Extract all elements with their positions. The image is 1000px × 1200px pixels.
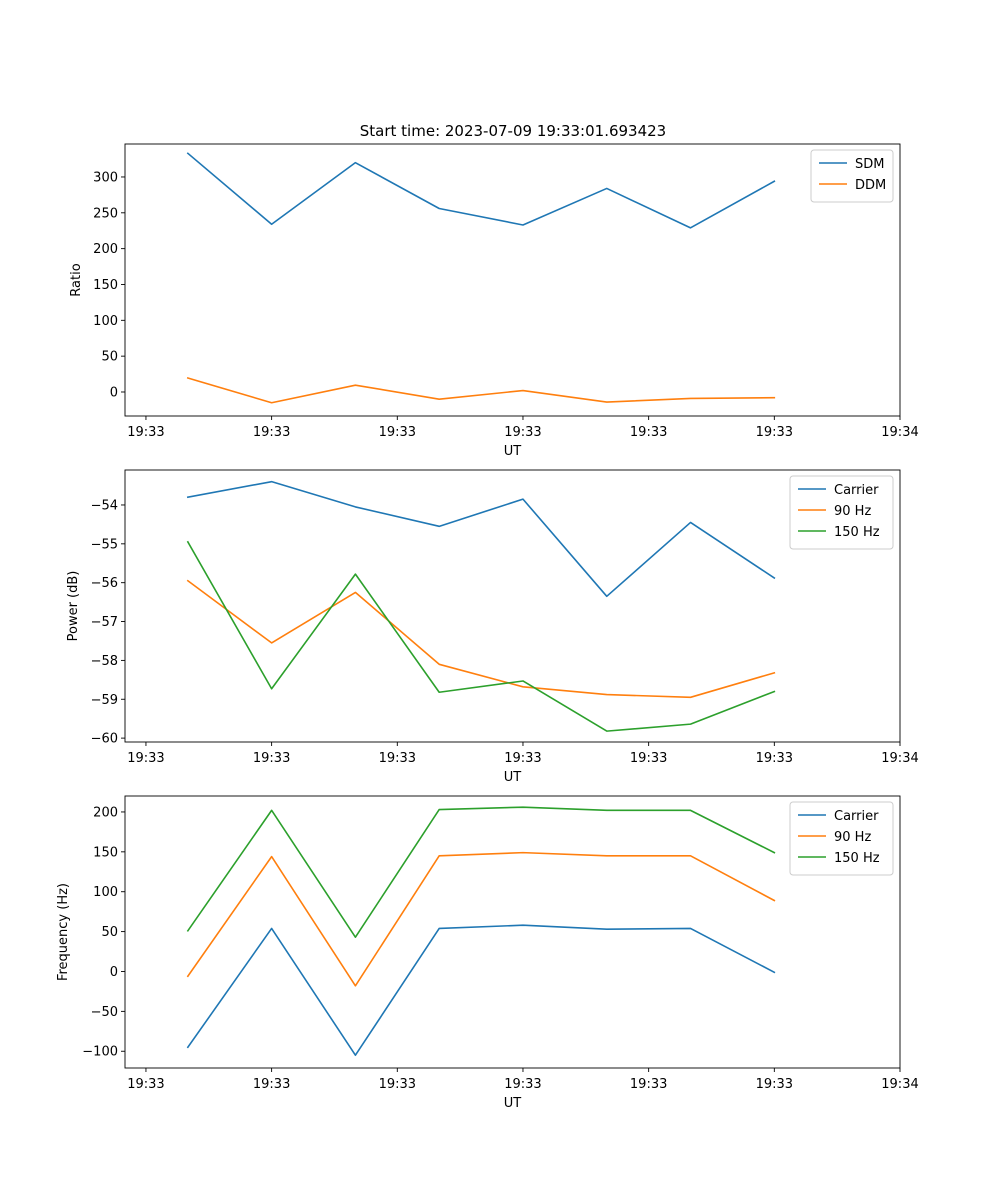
x-tick-label: 19:33 xyxy=(504,1077,541,1092)
y-tick-label: 100 xyxy=(93,314,118,329)
legend-label: DDM xyxy=(855,178,886,193)
x-tick-label: 19:33 xyxy=(756,751,793,766)
x-tick-label: 19:33 xyxy=(756,1077,793,1092)
y-tick-label: −60 xyxy=(91,732,118,747)
series-line-carrier xyxy=(186,924,776,1057)
y-axis-label: Ratio xyxy=(69,263,84,296)
y-tick-label: −56 xyxy=(91,576,118,591)
y-tick-label: 100 xyxy=(93,885,118,900)
x-axis-label: UT xyxy=(504,1096,522,1111)
legend: Carrier 90 Hz 150 Hz xyxy=(789,475,894,550)
axes-frame xyxy=(124,469,901,743)
figure-title: Start time: 2023-07-09 19:33:01.693423 xyxy=(360,122,666,140)
axes-frame xyxy=(124,795,901,1069)
y-tick-label: 50 xyxy=(101,925,118,940)
x-tick-label: 19:33 xyxy=(630,751,667,766)
y-tick-label: 150 xyxy=(93,845,118,860)
x-tick-label: 19:33 xyxy=(127,751,164,766)
axes-frame xyxy=(124,143,901,417)
series-line-90-hz xyxy=(186,579,776,699)
y-tick-label: 150 xyxy=(93,278,118,293)
x-axis-label: UT xyxy=(504,444,522,459)
x-tick-label: 19:33 xyxy=(379,425,416,440)
y-tick-label: −100 xyxy=(82,1045,118,1060)
chart-panel-3: −100 −50 0 50 100 150 200 19:33 19:33 19:33 19:33 1… xyxy=(56,795,919,1111)
legend-label: Carrier xyxy=(834,483,879,498)
x-tick-label: 19:34 xyxy=(881,751,918,766)
x-tick-label: 19:33 xyxy=(630,425,667,440)
y-axis-label: Power (dB) xyxy=(66,571,81,642)
legend-label: 90 Hz xyxy=(834,830,871,845)
y-tick-label: 0 xyxy=(110,385,118,400)
x-tick-label: 19:33 xyxy=(630,1077,667,1092)
legend: Carrier 90 Hz 150 Hz xyxy=(789,801,894,876)
legend-label: SDM xyxy=(855,157,884,172)
x-tick-label: 19:33 xyxy=(253,751,290,766)
series-line-sdm xyxy=(186,152,776,229)
x-tick-label: 19:33 xyxy=(504,751,541,766)
y-tick-label: −54 xyxy=(91,498,118,513)
legend-label: Carrier xyxy=(834,809,879,824)
y-tick-label: 50 xyxy=(101,350,118,365)
chart-panel-1: 0 50 100 150 200 250 300 19:33 19:33 19:33 19:33 19… xyxy=(69,143,919,459)
series-line-150-hz xyxy=(186,540,776,732)
legend: SDM DDM xyxy=(810,149,894,203)
y-tick-label: −57 xyxy=(91,615,118,630)
legend-label: 150 Hz xyxy=(834,525,880,540)
x-tick-label: 19:33 xyxy=(379,751,416,766)
x-tick-label: 19:33 xyxy=(127,425,164,440)
y-axis-label: Frequency (Hz) xyxy=(56,883,71,981)
y-tick-label: −55 xyxy=(91,537,118,552)
y-tick-label: 300 xyxy=(93,170,118,185)
y-tick-label: 0 xyxy=(110,965,118,980)
y-tick-label: 250 xyxy=(93,206,118,221)
x-tick-label: 19:34 xyxy=(881,1077,918,1092)
x-tick-label: 19:33 xyxy=(756,425,793,440)
x-tick-label: 19:33 xyxy=(253,425,290,440)
series-line-ddm xyxy=(186,377,776,404)
series-line-150-hz xyxy=(186,806,776,938)
series-line-90-hz xyxy=(186,851,776,987)
x-tick-label: 19:33 xyxy=(504,425,541,440)
x-tick-label: 19:33 xyxy=(127,1077,164,1092)
legend-label: 90 Hz xyxy=(834,504,871,519)
x-tick-label: 19:33 xyxy=(253,1077,290,1092)
y-tick-label: −50 xyxy=(91,1005,118,1020)
y-tick-label: 200 xyxy=(93,242,118,257)
chart-panel-2: −60 −59 −58 −57 −56 −55 −54 19:33 19:33 19:33 19:3… xyxy=(66,469,919,785)
x-tick-label: 19:34 xyxy=(881,425,918,440)
y-tick-label: −58 xyxy=(91,654,118,669)
series-line-carrier xyxy=(186,480,776,598)
y-tick-label: −59 xyxy=(91,693,118,708)
y-tick-label: 200 xyxy=(93,805,118,820)
x-tick-label: 19:33 xyxy=(379,1077,416,1092)
x-axis-label: UT xyxy=(504,770,522,785)
legend-label: 150 Hz xyxy=(834,851,880,866)
